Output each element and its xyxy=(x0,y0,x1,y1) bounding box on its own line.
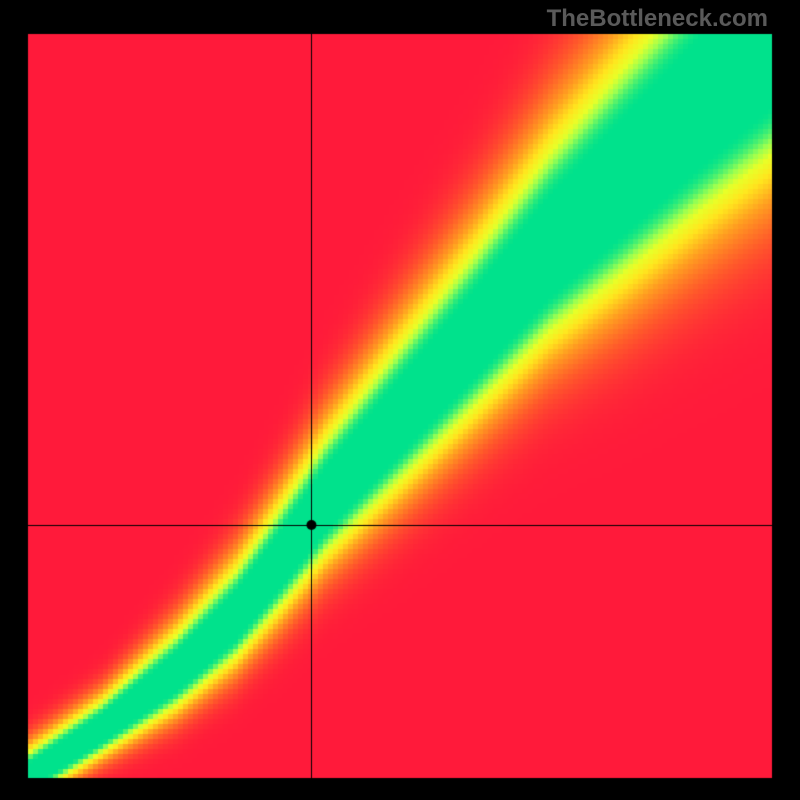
bottleneck-heatmap xyxy=(0,0,800,800)
watermark-text: TheBottleneck.com xyxy=(547,5,768,33)
